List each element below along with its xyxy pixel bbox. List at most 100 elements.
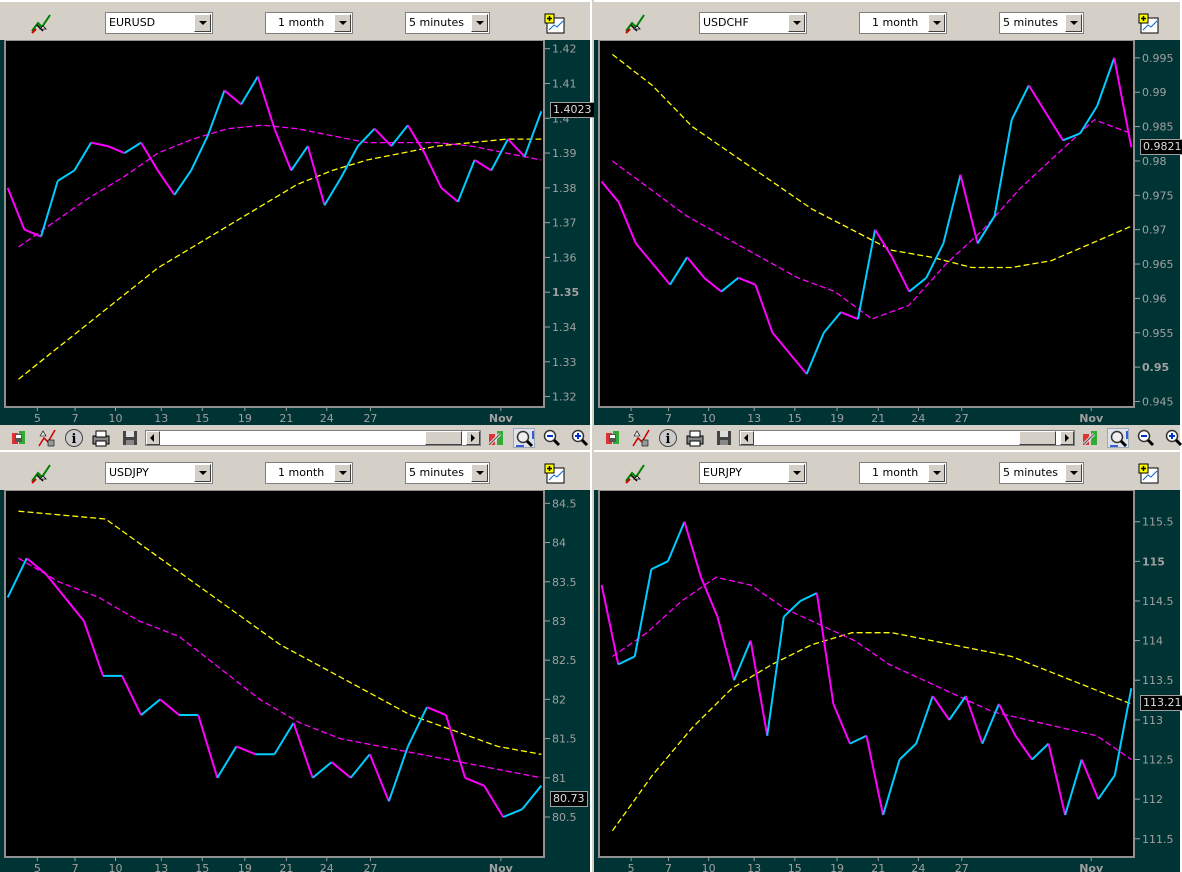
price-segment xyxy=(948,695,967,721)
chevron-down-icon[interactable] xyxy=(334,14,351,32)
y-tick-label: 113 xyxy=(1142,714,1163,727)
add-chart-icon[interactable] xyxy=(1138,13,1160,35)
chevron-down-icon[interactable] xyxy=(928,464,945,482)
price-segment xyxy=(190,135,209,171)
scroll-right-button[interactable] xyxy=(1060,431,1074,445)
indicators-icon[interactable] xyxy=(630,428,652,448)
chart-area[interactable]: 0.945 0.95 0.955 0.96 0.965 0.97 0.975 0.98 0.98… xyxy=(594,40,1182,425)
chevron-down-icon[interactable] xyxy=(1065,464,1082,482)
price-segment xyxy=(686,256,705,279)
y-tick-label: 1.42 xyxy=(552,43,577,56)
chevron-down-icon[interactable] xyxy=(471,464,488,482)
chart-wand-icon[interactable] xyxy=(28,11,54,35)
symbol-select[interactable]: USDJPY xyxy=(105,462,213,484)
save-icon[interactable] xyxy=(713,428,735,448)
chevron-down-icon[interactable] xyxy=(928,14,945,32)
print-icon[interactable] xyxy=(90,428,112,448)
zoom-fit-icon[interactable] xyxy=(513,428,535,448)
chevron-down-icon[interactable] xyxy=(471,14,488,32)
plot-area[interactable] xyxy=(4,490,545,858)
save-icon[interactable] xyxy=(119,428,141,448)
interval-select[interactable]: 5 minutes xyxy=(999,462,1084,484)
candlestick-chart-icon[interactable] xyxy=(8,428,30,448)
chart-wand-icon[interactable] xyxy=(622,461,648,485)
price-segment xyxy=(874,229,893,258)
price-segment xyxy=(140,142,159,171)
indicators-icon[interactable] xyxy=(36,428,58,448)
chart-wand-icon[interactable] xyxy=(622,11,648,35)
add-chart-icon[interactable] xyxy=(1138,463,1160,485)
last-price-label: 113.21 xyxy=(1140,695,1182,712)
price-segment xyxy=(423,152,443,189)
plot-area[interactable] xyxy=(598,490,1135,858)
info-icon[interactable]: i xyxy=(63,428,85,448)
horizontal-scrollbar[interactable] xyxy=(739,430,1075,446)
symbol-select[interactable]: EURUSD xyxy=(105,12,213,34)
price-segment xyxy=(1062,132,1081,142)
x-tick-label: 24 xyxy=(320,862,334,872)
price-segment xyxy=(993,119,1013,217)
scroll-thumb[interactable] xyxy=(425,431,462,445)
y-tick-label: 114 xyxy=(1142,635,1163,648)
plot-area[interactable] xyxy=(598,40,1135,408)
add-chart-icon[interactable] xyxy=(544,13,566,35)
price-segment xyxy=(976,215,996,244)
interval-select[interactable]: 5 minutes xyxy=(405,462,490,484)
price-segment xyxy=(633,569,653,657)
chevron-down-icon[interactable] xyxy=(788,14,805,32)
chart-area[interactable]: 111.5 112 112.5 113 113.5 114 114.5 115 115.5 5 7 1… xyxy=(594,490,1182,872)
interval-select[interactable]: 5 minutes xyxy=(405,12,490,34)
period-select[interactable]: 1 month xyxy=(265,462,353,484)
price-segment xyxy=(311,761,333,779)
chevron-down-icon[interactable] xyxy=(1065,14,1082,32)
scroll-left-button[interactable] xyxy=(740,431,754,445)
info-icon[interactable]: i xyxy=(657,428,679,448)
price-segment xyxy=(123,141,142,154)
svg-text:i: i xyxy=(72,432,77,447)
price-chart[interactable]: 1.321.331.341.351.361.371.381.391.41.411… xyxy=(0,40,592,425)
chart-area[interactable]: 80.5 81 81.5 82 82.5 83 83.5 84 84.5 5 7 10 13 15 19 21… xyxy=(0,490,590,872)
add-chart-icon[interactable] xyxy=(544,463,566,485)
price-chart[interactable]: 0.9450.950.9550.960.9650.970.9750.980.98… xyxy=(594,40,1182,425)
period-select[interactable]: 1 month xyxy=(859,462,947,484)
chart-wand-icon[interactable] xyxy=(28,461,54,485)
zoom-out-icon[interactable] xyxy=(541,428,563,448)
chevron-down-icon[interactable] xyxy=(334,464,351,482)
zoom-fit-icon[interactable] xyxy=(1107,428,1129,448)
properties-icon[interactable] xyxy=(1079,428,1101,448)
y-tick-label: 1.35 xyxy=(552,286,579,299)
chevron-down-icon[interactable] xyxy=(788,464,805,482)
scroll-right-button[interactable] xyxy=(466,431,480,445)
chevron-down-icon[interactable] xyxy=(194,464,211,482)
price-chart[interactable]: 80.5 81 81.5 82 82.5 83 83.5 84 84.5 5 7 10 13 15 19 21… xyxy=(0,490,592,872)
zoom-out-icon[interactable] xyxy=(1135,428,1157,448)
period-select[interactable]: 1 month xyxy=(859,12,947,34)
chevron-down-icon[interactable] xyxy=(194,14,211,32)
zoom-in-icon[interactable] xyxy=(569,428,591,448)
interval-select[interactable]: 5 minutes xyxy=(999,12,1084,34)
price-segment xyxy=(716,616,736,681)
interval-value: 5 minutes xyxy=(409,466,465,479)
y-tick-label: 0.955 xyxy=(1142,327,1174,340)
horizontal-scrollbar[interactable] xyxy=(145,430,481,446)
scroll-left-button[interactable] xyxy=(146,431,160,445)
slow-moving-average-line xyxy=(18,138,542,380)
candlestick-chart-icon[interactable] xyxy=(602,428,624,448)
symbol-select[interactable]: USDCHF xyxy=(699,12,807,34)
zoom-in-icon[interactable] xyxy=(1163,428,1182,448)
scroll-thumb[interactable] xyxy=(1019,431,1056,445)
x-tick-label: 24 xyxy=(911,412,925,425)
price-segment xyxy=(635,242,654,265)
properties-icon[interactable] xyxy=(485,428,507,448)
x-tick-label: 13 xyxy=(154,862,168,872)
chart-area[interactable]: 1.32 1.33 1.34 1.35 1.36 1.37 1.38 1.39 1.4 1.41 1… xyxy=(0,40,595,425)
print-icon[interactable] xyxy=(684,428,706,448)
period-value: 1 month xyxy=(278,16,325,29)
symbol-select[interactable]: EURJPY xyxy=(699,462,807,484)
plot-area[interactable] xyxy=(4,40,545,408)
price-segment xyxy=(1080,759,1100,800)
period-select[interactable]: 1 month xyxy=(265,12,353,34)
price-chart[interactable]: 111.5 112 112.5 113 113.5 114 114.5 115 115.5 5 7 1… xyxy=(594,490,1182,872)
y-tick-label: 1.41 xyxy=(552,77,577,90)
y-tick-label: 0.97 xyxy=(1142,224,1167,237)
